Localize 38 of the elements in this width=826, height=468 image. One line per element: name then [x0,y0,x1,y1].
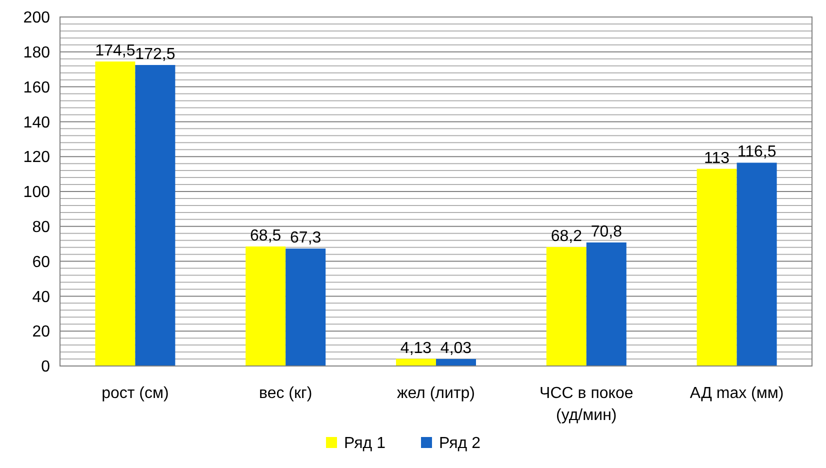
data-label: 70,8 [590,223,622,240]
data-label: 68,2 [550,228,582,245]
x-tick-label: вес (кг) [259,385,312,402]
y-tick-label: 200 [23,10,50,27]
y-tick-label: 160 [23,79,50,96]
legend-label: Ряд 2 [439,435,481,452]
legend-label: Ряд 1 [344,435,386,452]
y-tick-label: 40 [32,288,50,306]
y-tick-label: 20 [32,324,50,341]
y-tick-label: 120 [23,149,50,166]
x-tick-label: рост (см) [102,385,169,402]
bar [736,162,777,366]
x-tick-label: жел (литр) [396,385,476,402]
bar [135,64,176,366]
bar [396,358,436,366]
data-label: 67,3 [290,230,322,247]
x-tick-label: ЧСС в покое (уд/мин) [540,385,634,424]
data-label: 116,5 [737,144,776,161]
bar [246,246,286,366]
data-label: 113 [704,150,730,167]
x-tick-label: АД max (мм) [690,385,784,402]
bar [286,248,326,366]
bar [95,62,136,366]
bar [586,242,626,366]
data-label: 172,5 [135,46,176,63]
y-tick-label: 80 [32,219,50,236]
bar [696,168,737,366]
y-tick-label: 140 [23,114,50,132]
bar [436,358,476,366]
data-label: 174,5 [95,42,136,60]
data-label: 4,03 [440,340,472,357]
bar [546,246,586,366]
y-tick-label: 60 [32,254,50,271]
y-tick-label: 100 [23,184,50,202]
data-label: 4,13 [400,340,432,357]
y-tick-label: 0 [41,358,50,376]
y-tick-label: 180 [23,44,50,62]
data-label: 68,5 [250,227,282,244]
